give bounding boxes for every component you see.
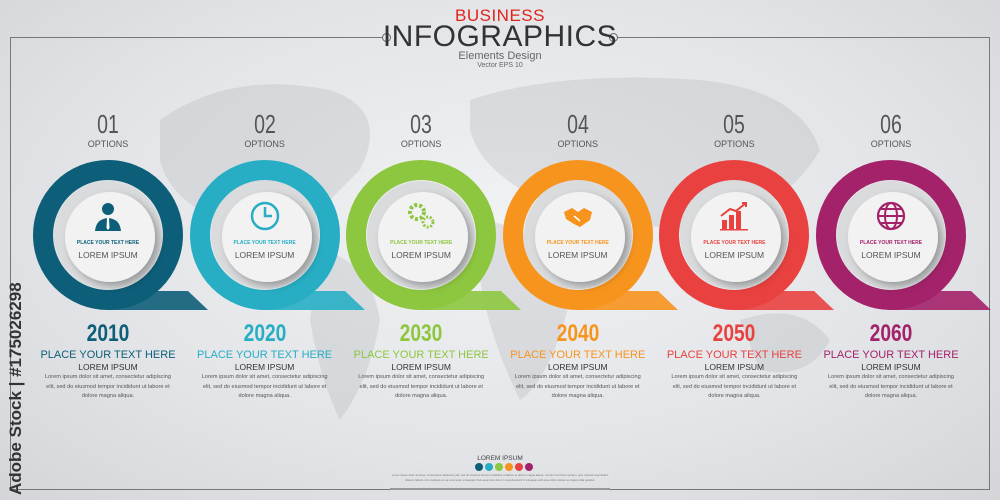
clock-icon (250, 201, 279, 231)
legend-dot (475, 463, 483, 471)
option-number: 06 (880, 109, 902, 139)
ring-shape (346, 160, 522, 310)
globe-icon (876, 201, 906, 231)
disc-label: LOREM IPSUM (391, 250, 451, 260)
frame-knob-right (609, 33, 618, 42)
legend-dot (485, 463, 493, 471)
frame-top-left (10, 37, 385, 38)
item-heading: LOREM IPSUM (861, 362, 921, 372)
item-heading: LOREM IPSUM (704, 362, 765, 372)
gears-icon (408, 203, 435, 229)
option-label: OPTIONS (400, 139, 442, 149)
year: 2050 (713, 320, 756, 347)
item-heading: LOREM IPSUM (78, 362, 138, 372)
page-title: INFOGRAPHICS (382, 20, 618, 53)
timeline-item-01: 01 OPTIONS PLACE YOUR TEXT HERE LOREM IP… (18, 109, 208, 399)
disc-small-text: PLACE YOUR TEXT HERE (390, 240, 453, 246)
handshake-icon (563, 208, 592, 227)
place-text: PLACE YOUR TEXT HERE (510, 349, 646, 361)
place-text: PLACE YOUR TEXT HERE (40, 349, 176, 361)
year: 2020 (243, 320, 286, 347)
place-text: PLACE YOUR TEXT HERE (823, 349, 959, 361)
timeline-item-04: 04 OPTIONS PLACE YOUR TEXT HERE LOREM IP… (488, 109, 678, 399)
businessman-icon (95, 203, 121, 231)
disc-label: LOREM IPSUM (704, 250, 765, 260)
option-label: OPTIONS (557, 139, 599, 149)
option-label: OPTIONS (714, 139, 755, 149)
item-heading: LOREM IPSUM (391, 362, 451, 372)
disc-label: LOREM IPSUM (234, 250, 295, 260)
footer-divider (390, 488, 610, 490)
ring-shape (502, 160, 678, 310)
frame-top-right (614, 37, 989, 38)
item-body: Lorem ipsum dolor sit amet, consectetur … (358, 374, 485, 399)
place-text: PLACE YOUR TEXT HERE (666, 349, 802, 361)
disc-small-text: PLACE YOUR TEXT HERE (703, 240, 766, 246)
option-label: OPTIONS (870, 139, 912, 149)
disc-label: LOREM IPSUM (548, 250, 608, 260)
timeline-item-02: 02 OPTIONS PLACE YOUR TEXT HERE LOREM IP… (175, 109, 365, 399)
item-body: Lorem ipsum dolor sit amet, consectetur … (671, 374, 798, 399)
item-heading: LOREM IPSUM (234, 362, 295, 372)
item-body: Lorem ipsum dolor sit amet, consectetur … (828, 374, 954, 399)
disc-label: LOREM IPSUM (861, 250, 921, 260)
option-number: 03 (410, 109, 433, 139)
header-kicker: BUSINESS (455, 6, 545, 25)
place-text: PLACE YOUR TEXT HERE (197, 349, 333, 361)
timeline-item-03: 03 OPTIONS PLACE YOUR TEXT HERE LOREM IP… (331, 109, 522, 399)
year: 2040 (556, 320, 600, 347)
year: 2010 (86, 320, 130, 347)
item-body: Lorem ipsum dolor sit amet, consectetur … (201, 374, 328, 399)
option-label: OPTIONS (244, 139, 285, 149)
option-number: 02 (253, 109, 276, 139)
legend-dot (495, 463, 503, 471)
place-text: PLACE YOUR TEXT HERE (353, 349, 489, 361)
item-body: Lorem ipsum dolor sit amet, consectetur … (45, 374, 171, 399)
ring-shape (33, 160, 208, 310)
footer-text: Lorem ipsum dolor sit amet, consectetur … (391, 473, 609, 482)
legend-dot (515, 463, 523, 471)
bar-chart-icon (720, 202, 749, 231)
ring-shape (189, 160, 365, 310)
year: 2060 (869, 320, 913, 347)
header-subtitle: Elements Design (458, 50, 542, 62)
footer-label: LOREM IPSUM (477, 455, 523, 462)
header-note: Vector EPS 10 (477, 62, 523, 69)
option-label: OPTIONS (87, 139, 129, 149)
disc-small-text: PLACE YOUR TEXT HERE (546, 240, 609, 246)
ring-shape (816, 160, 991, 310)
disc-label: LOREM IPSUM (78, 250, 138, 260)
disc-small-text: PLACE YOUR TEXT HERE (233, 240, 296, 246)
ring-shape (659, 160, 835, 310)
disc-small-text: PLACE YOUR TEXT HERE (859, 240, 923, 246)
item-body: Lorem ipsum dolor sit amet, consectetur … (514, 374, 641, 399)
option-number: 04 (566, 109, 589, 139)
legend-dot (525, 463, 533, 471)
year: 2030 (399, 320, 443, 347)
item-heading: LOREM IPSUM (548, 362, 608, 372)
color-legend-dots (475, 463, 533, 471)
timeline-item-05: 05 OPTIONS PLACE YOUR TEXT HERE LOREM IP… (644, 109, 835, 399)
legend-dot (505, 463, 513, 471)
option-number: 01 (97, 109, 119, 139)
timeline-item-06: 06 OPTIONS PLACE YOUR TEXT HERE LOREM IP… (801, 109, 991, 399)
disc-small-text: PLACE YOUR TEXT HERE (76, 240, 140, 246)
option-number: 05 (723, 109, 746, 139)
frame-knob-left (382, 33, 391, 42)
